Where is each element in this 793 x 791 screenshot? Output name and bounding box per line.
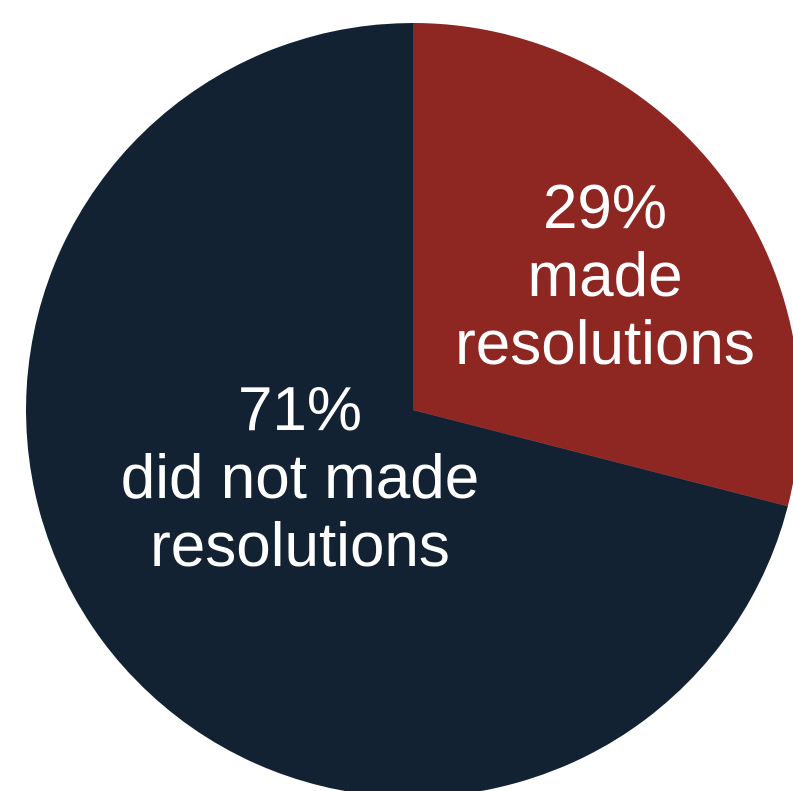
pie-slices	[26, 23, 793, 791]
slice-percent-label: 71%	[238, 375, 362, 444]
slice-text-line: resolutions	[455, 309, 755, 378]
pie-slice-1	[413, 23, 793, 507]
slice-percent-label: 29%	[543, 173, 667, 242]
slice-text-line: resolutions	[150, 511, 450, 580]
pie-slice-2	[26, 23, 788, 791]
slice-text-line: did not made	[121, 443, 479, 512]
slice-label-2: 71% did not made resolutions	[121, 375, 479, 580]
slice-label-1: 29% made resolutions	[455, 173, 755, 378]
slice-text-line: made	[527, 241, 682, 310]
